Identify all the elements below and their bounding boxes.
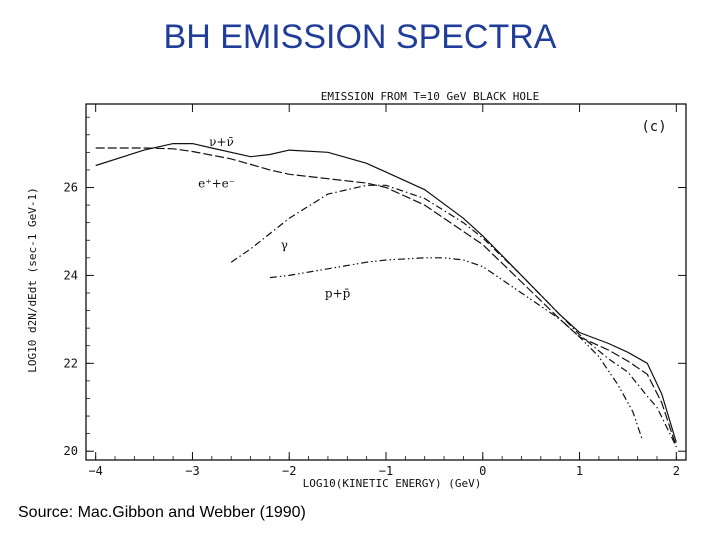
y-tick-label: 26 [64,181,78,195]
x-tick-label: 0 [479,464,486,478]
series-line-1 [95,147,677,447]
x-tick-label: −2 [282,464,296,478]
series-label-3: p+p̄ [325,286,351,300]
series-line-2 [230,184,677,448]
x-tick-label: −1 [379,464,393,478]
chart-title: EMISSION FROM T=10 GeV BLACK HOLE [321,90,540,103]
series-line-3 [269,257,644,441]
x-tick-label: 2 [673,464,680,478]
slide-title: BH EMISSION SPECTRA [163,18,557,56]
x-tick-label: −3 [185,464,199,478]
plot-frame [85,103,687,461]
x-axis-label: LOG10(KINETIC ENERGY) (GeV) [303,477,482,490]
x-tick-label: 1 [576,464,583,478]
series-label-2: γ [281,238,288,252]
y-axis-label: LOG10 d2N/dEdt (sec-1 GeV-1) [26,187,39,372]
series-label-0: ν+ν̄ [209,135,234,149]
y-tick-label: 22 [64,356,78,370]
x-tick-label: −4 [88,464,102,478]
series-line-0 [95,143,677,443]
panel-label: (c) [641,119,666,135]
series-label-1: e⁺+e⁻ [198,177,235,191]
source-citation: Source: Mac.Gibbon and Webber (1990) [18,504,306,521]
y-tick-label: 24 [64,268,78,282]
y-tick-label: 20 [64,444,78,458]
